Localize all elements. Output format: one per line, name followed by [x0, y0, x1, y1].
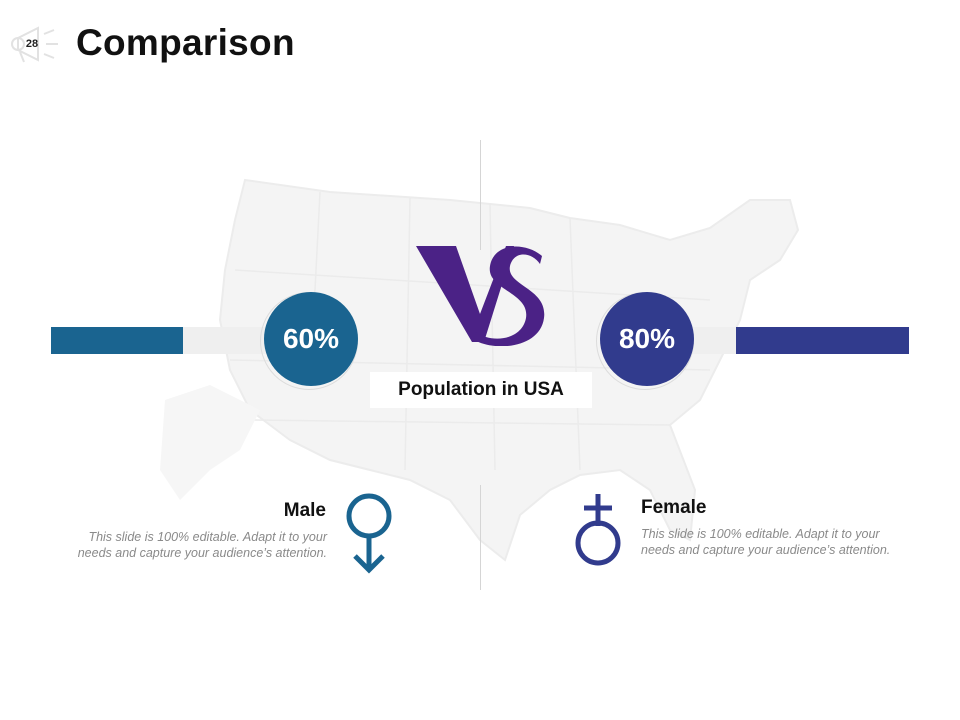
female-bar-fill [736, 327, 909, 354]
female-percent-label: 80% [618, 323, 676, 354]
female-percent-circle: 80% [600, 292, 694, 386]
vs-logo: VS [416, 246, 545, 346]
male-symbol-icon [346, 493, 392, 574]
female-description: This slide is 100% editable. Adapt it to… [641, 527, 891, 557]
megaphone-icon [11, 26, 58, 63]
male-description: This slide is 100% editable. Adapt it to… [77, 530, 327, 560]
male-percent-circle: 60% [264, 292, 358, 386]
male-percent-label: 60% [282, 323, 340, 354]
population-caption: Population in USA [370, 372, 592, 408]
female-symbol-icon [575, 494, 621, 566]
usa-map-background [160, 178, 800, 562]
female-title: Female [641, 497, 707, 518]
male-title: Male [283, 500, 326, 521]
page-number: 28 [25, 38, 39, 50]
divider-bottom [480, 485, 481, 590]
male-bar-fill [51, 327, 183, 354]
page-title: Comparison [76, 22, 295, 63]
divider-top [480, 140, 481, 250]
